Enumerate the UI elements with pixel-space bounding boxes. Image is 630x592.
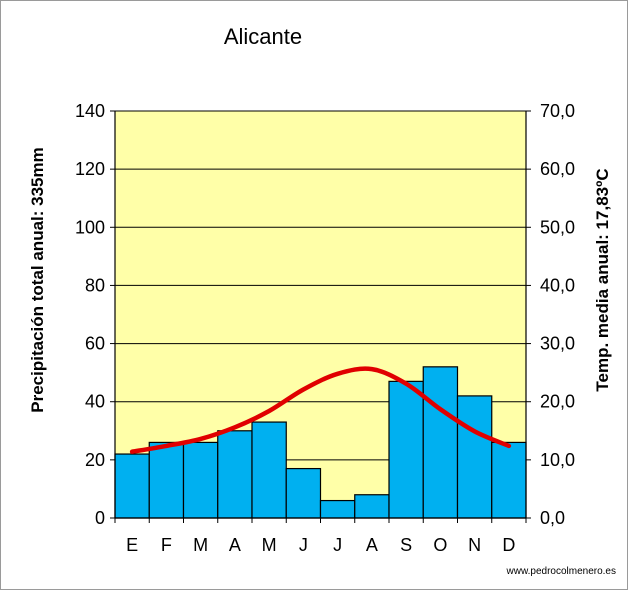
bar-10	[456, 395, 493, 519]
temperature-line	[129, 366, 512, 454]
y2-tick-label: 50,0	[540, 217, 575, 237]
y2-tick-label: 40,0	[540, 275, 575, 295]
y-tick-label: 80	[85, 275, 105, 295]
y-tick-label: 60	[85, 334, 105, 354]
x-tick-label: M	[262, 535, 277, 555]
y-tick-label: 140	[75, 101, 105, 121]
y2-tick-label: 70,0	[540, 101, 575, 121]
bar-7	[354, 494, 390, 519]
bar-0	[114, 453, 150, 519]
y-tick-label: 120	[75, 159, 105, 179]
x-tick-label: J	[333, 535, 342, 555]
y-tick-label: 40	[85, 392, 105, 412]
x-tick-label: M	[193, 535, 208, 555]
x-tick-label: S	[400, 535, 412, 555]
y2-tick-label: 30,0	[540, 334, 575, 354]
x-tick-label: F	[161, 535, 172, 555]
chart-title: Alicante	[223, 24, 303, 49]
y-tick-label: 100	[75, 217, 105, 237]
x-tick-label: D	[502, 535, 515, 555]
bar-11	[491, 441, 527, 519]
bar-3	[217, 430, 253, 519]
y-tick-label: 20	[85, 450, 105, 470]
x-tick-label: O	[433, 535, 447, 555]
bar-1	[148, 441, 185, 519]
source-watermark: www.pedrocolmenero.es	[506, 566, 617, 577]
x-tick-label: E	[126, 535, 138, 555]
x-tick-label: A	[229, 535, 241, 555]
bar-9	[422, 366, 459, 519]
x-tick-label: J	[299, 535, 308, 555]
x-tick-label: A	[366, 535, 378, 555]
bar-5	[285, 467, 322, 519]
x-tick-label: N	[468, 535, 481, 555]
y2-tick-label: 60,0	[540, 159, 575, 179]
y2-tick-label: 10,0	[540, 450, 575, 470]
bar-4	[251, 421, 287, 519]
y-tick-label: 0	[95, 508, 105, 528]
y2-tick-label: 20,0	[540, 392, 575, 412]
y2-tick-label: 0,0	[540, 508, 565, 528]
bar-8	[388, 380, 424, 519]
bar-2	[182, 441, 219, 519]
bar-6	[319, 499, 356, 519]
